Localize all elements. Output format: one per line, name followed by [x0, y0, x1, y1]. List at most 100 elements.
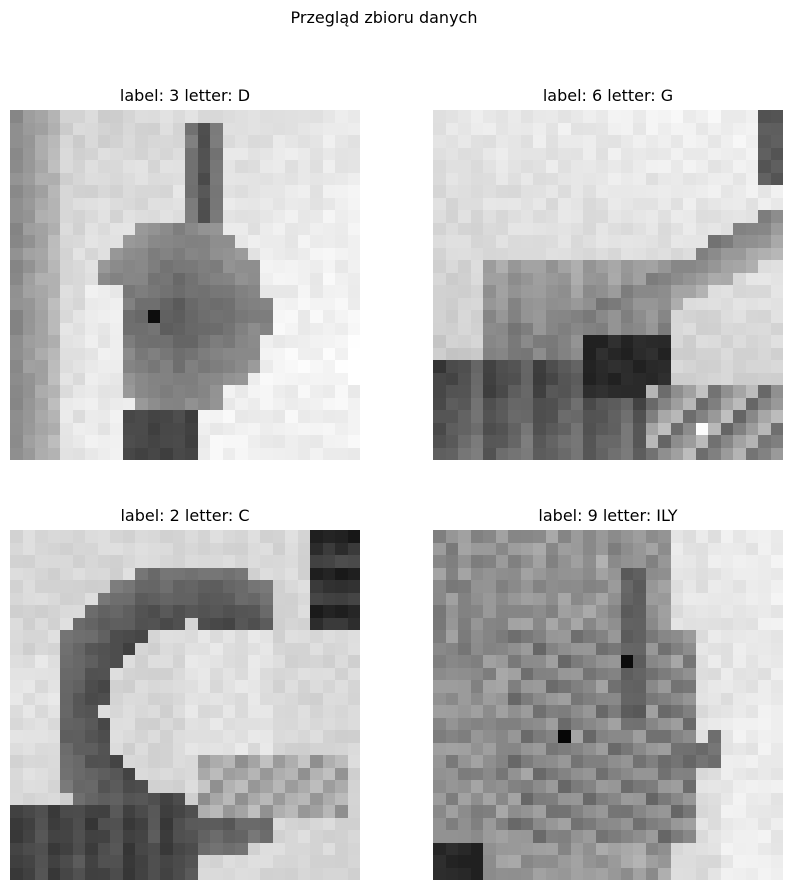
image-pixel [758, 805, 771, 818]
image-pixel [110, 172, 123, 185]
image-pixel [160, 247, 173, 260]
image-pixel [185, 605, 198, 618]
image-pixel [608, 272, 621, 285]
image-pixel [235, 197, 248, 210]
image-pixel [558, 867, 571, 880]
image-pixel [520, 530, 533, 543]
image-pixel [758, 817, 771, 830]
image-pixel [235, 830, 248, 843]
image-pixel [260, 122, 273, 135]
image-pixel [235, 780, 248, 793]
image-pixel [347, 397, 360, 410]
image-pixel [745, 147, 758, 160]
image-pixel [683, 322, 696, 335]
image-pixel [197, 422, 210, 435]
image-pixel [235, 185, 248, 198]
image-pixel [708, 605, 721, 618]
image-pixel [310, 447, 323, 460]
image-pixel [197, 842, 210, 855]
image-pixel [645, 285, 658, 298]
image-pixel [260, 410, 273, 423]
image-pixel [347, 730, 360, 743]
image-pixel [85, 335, 98, 348]
image-pixel [670, 792, 683, 805]
image-pixel [583, 197, 596, 210]
image-pixel [135, 335, 148, 348]
image-pixel [608, 210, 621, 223]
image-pixel [85, 235, 98, 248]
image-pixel [122, 730, 135, 743]
image-pixel [335, 592, 348, 605]
image-pixel [533, 667, 546, 680]
image-pixel [620, 222, 633, 235]
image-pixel [670, 555, 683, 568]
image-pixel [10, 742, 23, 755]
image-pixel [533, 567, 546, 580]
image-pixel [670, 310, 683, 323]
image-pixel [645, 222, 658, 235]
image-pixel [235, 805, 248, 818]
image-pixel [620, 780, 633, 793]
image-pixel [495, 767, 508, 780]
image-pixel [110, 310, 123, 323]
image-pixel [470, 422, 483, 435]
image-pixel [608, 742, 621, 755]
image-pixel [708, 730, 721, 743]
image-pixel [470, 185, 483, 198]
image-pixel [247, 197, 260, 210]
image-pixel [670, 285, 683, 298]
image-pixel [147, 222, 160, 235]
image-pixel [495, 655, 508, 668]
image-pixel [147, 185, 160, 198]
image-pixel [708, 222, 721, 235]
image-pixel [595, 805, 608, 818]
image-pixel [122, 360, 135, 373]
image-pixel [322, 260, 335, 273]
image-pixel [520, 642, 533, 655]
image-pixel [35, 172, 48, 185]
image-pixel [297, 247, 310, 260]
image-pixel [235, 617, 248, 630]
image-pixel [297, 122, 310, 135]
image-pixel [85, 435, 98, 448]
image-pixel [247, 630, 260, 643]
image-pixel [310, 272, 323, 285]
image-pixel [347, 605, 360, 618]
image-pixel [745, 422, 758, 435]
image-pixel [235, 705, 248, 718]
image-pixel [172, 447, 185, 460]
image-pixel [745, 730, 758, 743]
image-pixel [347, 297, 360, 310]
image-pixel [335, 680, 348, 693]
image-pixel [272, 830, 285, 843]
image-pixel [558, 530, 571, 543]
image-pixel [310, 617, 323, 630]
image-pixel [508, 122, 521, 135]
image-pixel [272, 580, 285, 593]
image-pixel [495, 422, 508, 435]
image-pixel [185, 817, 198, 830]
image-pixel [297, 322, 310, 335]
image-pixel [458, 310, 471, 323]
image-pixel [47, 592, 60, 605]
image-pixel [495, 185, 508, 198]
image-pixel [708, 617, 721, 630]
image-pixel [445, 110, 458, 123]
image-pixel [222, 147, 235, 160]
image-pixel [595, 272, 608, 285]
image-pixel [185, 705, 198, 718]
image-pixel [770, 372, 783, 385]
image-pixel [595, 372, 608, 385]
image-pixel [633, 655, 646, 668]
image-pixel [160, 742, 173, 755]
image-pixel [247, 530, 260, 543]
image-pixel [197, 542, 210, 555]
image-pixel [520, 297, 533, 310]
image-pixel [545, 817, 558, 830]
image-pixel [110, 580, 123, 593]
image-pixel [770, 447, 783, 460]
image-pixel [172, 605, 185, 618]
image-pixel [670, 592, 683, 605]
image-pixel [172, 372, 185, 385]
image-pixel [533, 347, 546, 360]
